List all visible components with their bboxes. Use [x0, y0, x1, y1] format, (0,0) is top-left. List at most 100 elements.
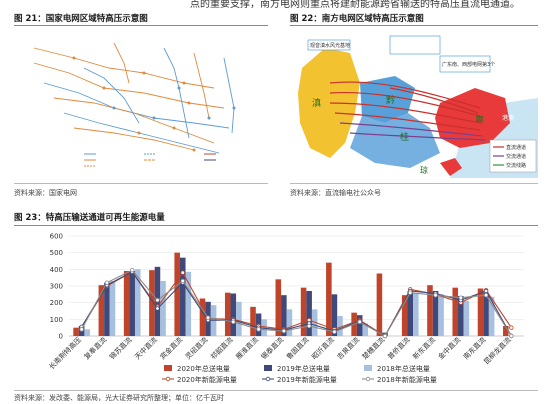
bar — [199, 298, 206, 336]
bar — [236, 301, 242, 336]
legend-swatch — [364, 365, 372, 371]
series-line — [81, 271, 512, 337]
x-tick-label: 吉泉直流 — [335, 335, 361, 361]
fig22-callout-2: 广东南、西部电网第3个 — [442, 61, 495, 68]
legend-marker — [265, 376, 271, 382]
x-tick-label: 楚穗直流 — [360, 335, 386, 361]
fig22-southern-grid-map: 观音滇水风光基地 广东南、西部电网第3个 滇 黔 桂 粤 琼 港澳 直流通道 交… — [290, 28, 538, 178]
y-tick-label: 500 — [50, 249, 63, 257]
fig22-province-yunnan — [298, 48, 360, 158]
fig22-callout-boxes — [307, 35, 491, 73]
fig22-label-guangxi: 桂 — [400, 131, 409, 143]
fig22-legend-2: 交流通道 — [506, 153, 526, 160]
line-point — [509, 333, 514, 339]
line-point — [155, 297, 160, 303]
bar — [401, 295, 408, 336]
fig22-province-guangxi — [350, 113, 440, 168]
x-tick-label: 雁淮直流 — [234, 335, 260, 361]
bar — [149, 270, 155, 336]
bar — [376, 273, 383, 336]
fig22-label-hainan: 琼 — [420, 165, 428, 175]
legend-swatch — [264, 365, 272, 371]
line-point — [155, 306, 160, 311]
legend-label: 2018年新能源电量 — [377, 375, 437, 384]
x-tick-label: 普侨直流 — [386, 335, 412, 361]
fig22-map-svg: 观音滇水风光基地 广东南、西部电网第3个 滇 黔 桂 粤 琼 港澳 直流通道 交… — [290, 28, 538, 178]
fig23-chart-svg: 0 100 200 300 400 500 600 长南荆特高压 复奉直流 锦苏直流 天中直流 宾金直… — [47, 233, 524, 384]
x-tick-label: 长南荆特高压 — [47, 335, 83, 371]
bar — [488, 296, 495, 336]
bar — [230, 293, 237, 336]
bar — [275, 279, 282, 336]
y-tick-label: 200 — [50, 299, 63, 307]
fig23-chart: 0 100 200 300 400 500 600 长南荆特高压 复奉直流 锦苏直流 天中直流 宾金直… — [14, 228, 538, 388]
y-tick-label: 400 — [50, 266, 63, 274]
legend-label: 2019年总送电量 — [277, 364, 330, 373]
bar — [477, 288, 484, 336]
x-tick-label: 新东直流 — [411, 335, 437, 361]
fig21-grid-map — [14, 28, 268, 178]
bar — [503, 326, 509, 336]
fig22-label-guizhou: 黔 — [386, 94, 395, 106]
x-tick-label: 锡泰直流 — [259, 335, 285, 361]
bar — [179, 257, 186, 336]
bar — [306, 291, 312, 336]
fig21-map-svg — [33, 42, 236, 167]
series-line — [81, 269, 512, 337]
bar — [326, 262, 332, 336]
fig23-title: 图 23：特高压输送通道可再生能源电量 — [14, 213, 165, 223]
bar — [174, 252, 180, 336]
x-tick-label: 金中直流 — [436, 335, 462, 361]
line-point — [483, 292, 489, 298]
line-point — [79, 327, 84, 332]
fig22-legend-3: 交流线路 — [506, 162, 526, 169]
bar — [356, 315, 363, 336]
fig22-label-yunnan: 滇 — [312, 97, 321, 109]
bar — [129, 271, 135, 336]
bar — [438, 294, 444, 336]
fig22-callout-1: 观音滇水风光基地 — [310, 42, 350, 49]
bar — [286, 309, 293, 336]
legend-label: 2019年新能源电量 — [277, 375, 337, 384]
x-tick-label: 锦苏直流 — [107, 335, 133, 361]
x-tick-label: 鲁固直流 — [284, 335, 310, 361]
legend-marker — [165, 376, 171, 382]
line-point — [408, 290, 413, 295]
bar — [432, 291, 439, 336]
fig21-title: 图 21：国家电网区域特高压示意图 — [14, 14, 148, 24]
bar — [250, 306, 256, 336]
y-tick-label: 0 — [59, 333, 63, 341]
bar — [84, 329, 90, 336]
bar — [104, 282, 110, 336]
line-point — [332, 329, 337, 335]
x-tick-label: 昆柳龙直流 — [482, 335, 513, 366]
bar — [337, 316, 343, 336]
bar — [224, 292, 231, 336]
line-point — [433, 292, 438, 298]
fig22-province-hainan — [440, 158, 462, 176]
x-tick-label: 祁韶直流 — [209, 335, 235, 361]
bar — [185, 271, 192, 336]
line-point — [231, 319, 236, 325]
y-tick-label: 600 — [50, 233, 63, 241]
fig22-title-rule — [290, 25, 538, 26]
x-tick-label: 昭沂直流 — [310, 335, 336, 361]
line-point — [458, 295, 464, 300]
legend-label: 2020年总送电量 — [177, 364, 230, 373]
legend-label: 2020年新能源电量 — [177, 375, 237, 384]
fig22-source: 资料来源：直流输电社公众号 — [290, 189, 381, 197]
bar — [413, 293, 419, 336]
x-tick-label: 天中直流 — [133, 335, 159, 361]
y-tick-label: 100 — [50, 316, 63, 324]
bar — [300, 287, 307, 336]
bar — [362, 323, 369, 336]
y-tick-label: 300 — [50, 283, 63, 291]
line-point — [483, 288, 489, 294]
fig23-bottom-rule — [14, 390, 538, 391]
line-point — [306, 323, 312, 329]
bar — [123, 271, 130, 336]
legend-label: 2018年总送电量 — [377, 364, 430, 373]
fig22-title: 图 22：南方电网区域特高压示意图 — [290, 14, 424, 24]
fig22-legend: 直流通道 交流通道 交流线路 — [489, 139, 537, 173]
x-tick-label: 宾金直流 — [158, 335, 184, 361]
